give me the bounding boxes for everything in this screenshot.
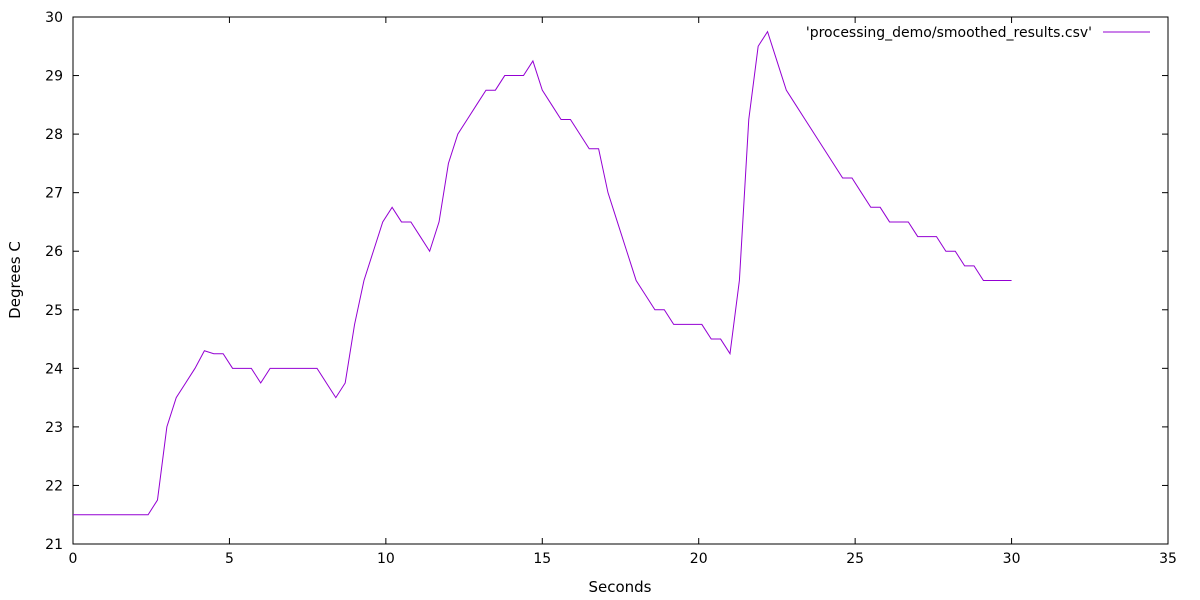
y-tick-label: 26	[45, 244, 63, 260]
x-tick-label: 25	[846, 551, 864, 567]
x-tick-label: 0	[69, 551, 78, 567]
y-tick-label: 27	[45, 186, 63, 202]
y-tick-label: 29	[45, 69, 63, 85]
y-tick-label: 23	[45, 420, 63, 436]
y-tick-label: 24	[45, 361, 63, 377]
y-tick-label: 28	[45, 127, 63, 143]
y-tick-label: 22	[45, 478, 63, 494]
y-tick-label: 21	[45, 537, 63, 553]
series-layer	[73, 30, 1012, 516]
x-tick-label: 20	[690, 551, 708, 567]
x-tick-label: 35	[1159, 551, 1177, 567]
x-tick-label: 15	[533, 551, 551, 567]
y-axis-title: Degrees C	[6, 241, 24, 319]
x-axis-title: Seconds	[588, 578, 651, 596]
y-tick-label: 30	[45, 10, 63, 26]
y-tick-label: 25	[45, 303, 63, 319]
x-tick-label: 10	[377, 551, 395, 567]
axis-ticks: 0 5 10 15 20 25 30 35 21 22 23 24 25 26 27 28 29 30	[45, 10, 1177, 567]
legend: 'processing_demo/smoothed_results.csv'	[806, 25, 1150, 41]
plot-frame	[72, 16, 1169, 545]
x-tick-label: 30	[1003, 551, 1021, 567]
series-line-0	[73, 30, 1012, 516]
x-tick-label: 5	[225, 551, 234, 567]
legend-label: 'processing_demo/smoothed_results.csv'	[806, 25, 1092, 41]
